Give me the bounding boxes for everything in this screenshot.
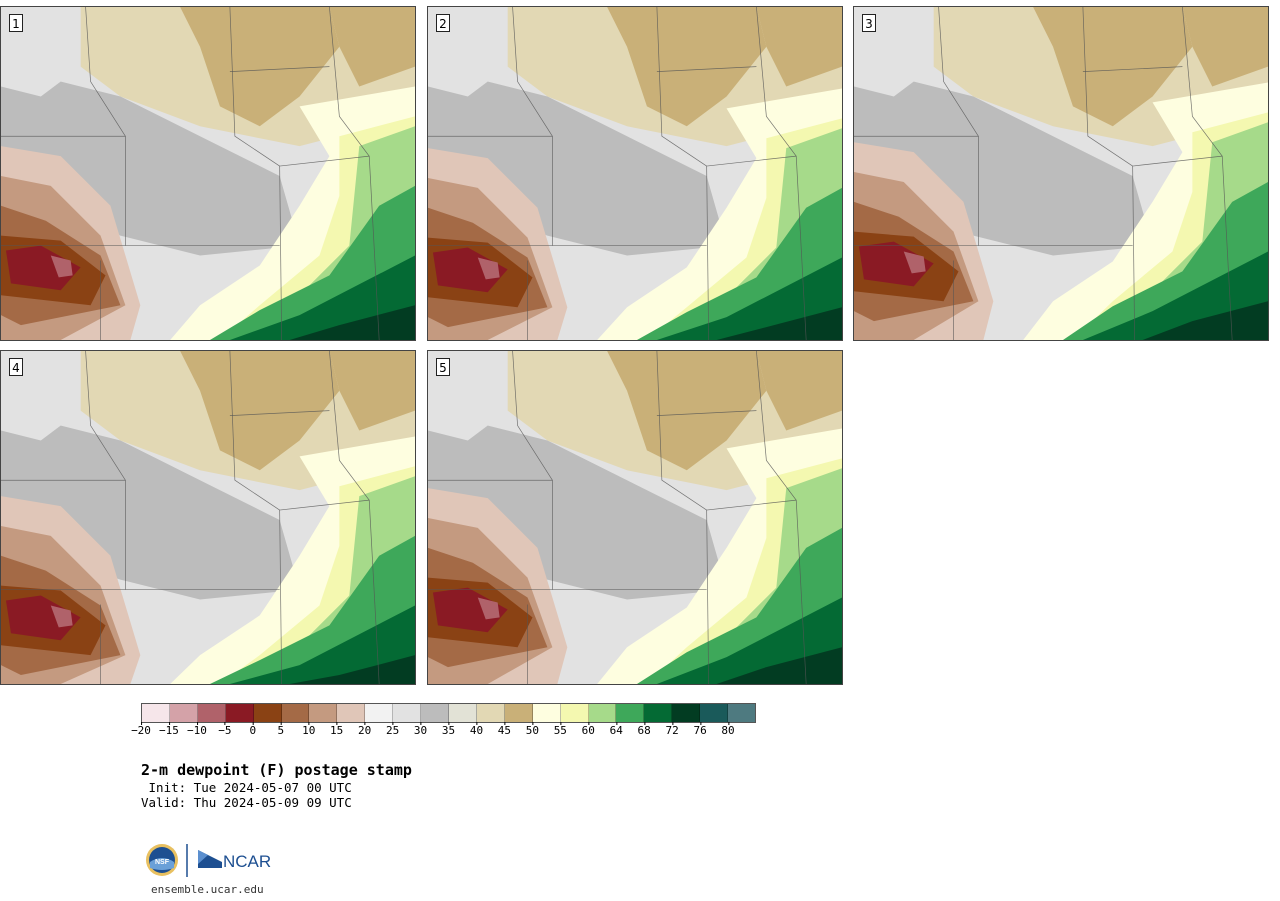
colorbar-tick-label: 35 — [441, 722, 456, 737]
postage-stamp-panel-5: 5 — [427, 350, 843, 685]
panel-number-3: 3 — [862, 14, 876, 32]
postage-stamp-panel-2: 2 — [427, 6, 843, 341]
ncar-logo-text: NCAR — [223, 852, 271, 871]
colorbar-tick-label: −10 — [186, 722, 207, 737]
init-time-label: Init: Tue 2024-05-07 00 UTC — [141, 780, 352, 795]
dewpoint-map-4 — [1, 351, 415, 684]
colorbar-tick-labels: −20 −15 −10 −5 0 5 10 15 20 25 30 35 40 45 50 55 60 64 68 7… — [131, 722, 756, 744]
colorbar-tick-label: 64 — [609, 722, 623, 737]
plot-title: 2-m dewpoint (F) postage stamp — [141, 761, 412, 779]
colorbar-segment — [448, 704, 477, 722]
colorbar-tick-label: 72 — [665, 722, 679, 737]
dewpoint-map-2 — [428, 7, 842, 340]
nsf-logo-icon: NSF — [146, 844, 178, 876]
colorbar-segment — [169, 704, 198, 722]
ncar-logo-icon: NCAR — [198, 850, 271, 871]
colorbar-tick-label: 68 — [637, 722, 651, 737]
colorbar-segment — [142, 704, 170, 722]
colorbar-segment — [700, 704, 729, 722]
nsf-logo-text: NSF — [155, 859, 170, 866]
colorbar-tick-label: 25 — [385, 722, 400, 737]
colorbar-segment — [393, 704, 422, 722]
postage-stamp-panel-3: 3 — [853, 6, 1269, 341]
colorbar-tick-label: −5 — [218, 722, 232, 737]
sponsor-logos: NSF NCAR — [144, 842, 274, 882]
dewpoint-colorbar — [141, 703, 756, 723]
colorbar-segment — [644, 704, 673, 722]
colorbar-segment — [616, 704, 645, 722]
colorbar-tick-label: 20 — [358, 722, 372, 737]
colorbar-segment — [253, 704, 282, 722]
colorbar-segment — [560, 704, 589, 722]
colorbar-tick-label: 15 — [330, 722, 344, 737]
colorbar-tick-label: 80 — [721, 722, 735, 737]
dewpoint-map-1 — [1, 7, 415, 340]
colorbar-segment — [504, 704, 533, 722]
colorbar-tick-label: −15 — [159, 722, 179, 737]
valid-time-label: Valid: Thu 2024-05-09 09 UTC — [141, 795, 352, 810]
colorbar-tick-label: 10 — [302, 722, 316, 737]
colorbar-tick-label: 0 — [249, 722, 257, 737]
colorbar-tick-label: 60 — [581, 722, 595, 737]
colorbar-tick-label: 76 — [693, 722, 707, 737]
colorbar-segment — [421, 704, 449, 722]
panel-number-2: 2 — [436, 14, 450, 32]
panel-number-5: 5 — [436, 358, 450, 376]
colorbar-segment — [476, 704, 505, 722]
colorbar-segment — [728, 704, 755, 722]
colorbar-segment — [225, 704, 254, 722]
colorbar-tick-label: 5 — [277, 722, 285, 737]
colorbar-segment — [365, 704, 394, 722]
colorbar-segment — [197, 704, 226, 722]
dewpoint-map-3 — [854, 7, 1268, 340]
colorbar-segment — [672, 704, 701, 722]
colorbar-segment — [309, 704, 338, 722]
panel-number-1: 1 — [9, 14, 23, 32]
site-url: ensemble.ucar.edu — [151, 883, 264, 896]
colorbar-segment — [588, 704, 617, 722]
dewpoint-map-5 — [428, 351, 842, 684]
colorbar-tick-label: 40 — [469, 722, 484, 737]
colorbar-tick-label: 55 — [553, 722, 567, 737]
colorbar-segment — [337, 704, 366, 722]
colorbar-tick-label: 30 — [413, 722, 428, 737]
colorbar-tick-label: 45 — [497, 722, 512, 737]
colorbar-segment — [532, 704, 561, 722]
colorbar-tick-label: −20 — [131, 722, 151, 737]
postage-stamp-panel-4: 4 — [0, 350, 416, 685]
colorbar-segment — [281, 704, 310, 722]
panel-number-4: 4 — [9, 358, 23, 376]
colorbar-tick-label: 50 — [525, 722, 539, 737]
postage-stamp-panel-1: 1 — [0, 6, 416, 341]
